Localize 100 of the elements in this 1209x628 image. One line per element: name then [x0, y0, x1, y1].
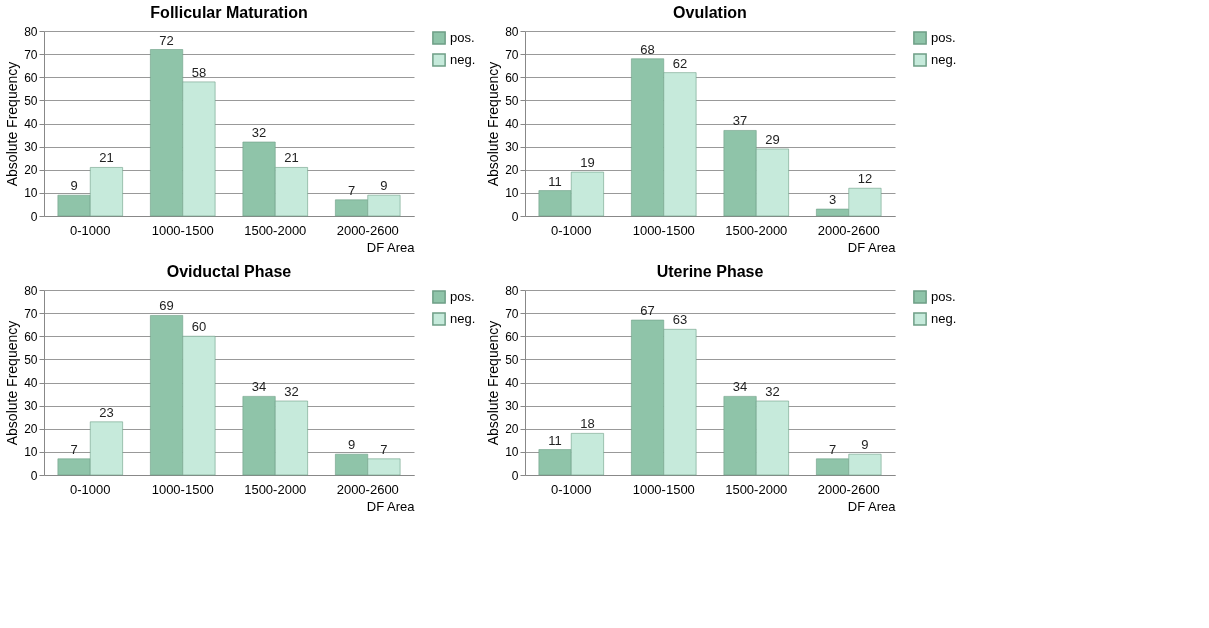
y-tick-label: 70 [505, 47, 519, 62]
y-tick-label: 60 [505, 329, 519, 344]
chart-title: Ovulation [673, 4, 747, 21]
data-label: 58 [191, 64, 207, 80]
y-axis-title: Absolute Frequency [4, 320, 21, 446]
x-tick-label: 1500-2000 [725, 222, 788, 238]
legend-label: neg. [931, 52, 957, 67]
y-tick-label: 40 [505, 117, 519, 131]
data-label: 3 [828, 192, 837, 208]
y-tick-label: 80 [505, 24, 519, 39]
y-tick-label: 80 [505, 283, 519, 298]
y-tick-label: 50 [24, 93, 38, 108]
data-label: 32 [765, 384, 780, 399]
x-tick-label: 0-1000 [70, 222, 111, 238]
data-label: 7 [347, 182, 356, 198]
data-label: 18 [580, 416, 595, 432]
data-label: 23 [99, 404, 114, 420]
legend-label: pos. [931, 30, 956, 45]
x-axis-title: DF Area [366, 498, 416, 514]
y-tick-label: 70 [24, 306, 38, 321]
y-tick-label: 30 [505, 399, 519, 414]
y-tick-label: 60 [505, 70, 519, 85]
y-tick-label: 40 [24, 376, 38, 390]
y-tick-label: 50 [505, 93, 519, 108]
y-tick-label: 60 [24, 329, 38, 344]
data-label: 34 [732, 379, 748, 395]
legend-label: pos. [450, 289, 475, 304]
x-tick-label: 2000-2600 [817, 222, 880, 238]
data-label: 11 [548, 432, 562, 448]
data-label: 63 [672, 312, 688, 328]
chart-title: Follicular Maturation [150, 4, 308, 21]
y-tick-label: 30 [24, 140, 38, 155]
data-label: 32 [251, 125, 267, 140]
chart-title: Uterine Phase [656, 263, 764, 280]
data-label: 7 [380, 441, 388, 457]
y-tick-label: 30 [505, 140, 519, 155]
data-label: 11 [548, 173, 562, 189]
data-label: 32 [284, 384, 299, 399]
x-tick-label: 1000-1500 [151, 481, 214, 497]
x-tick-label: 1500-2000 [725, 481, 788, 497]
data-label: 7 [828, 441, 837, 457]
y-axis-title: Absolute Frequency [485, 61, 502, 187]
y-tick-label: 50 [505, 352, 519, 367]
data-label: 21 [284, 150, 299, 166]
legend-label: neg. [450, 52, 476, 67]
y-tick-label: 20 [505, 422, 519, 437]
y-tick-label: 40 [505, 376, 519, 390]
x-tick-label: 2000-2600 [817, 481, 880, 497]
y-tick-label: 10 [24, 186, 38, 201]
y-tick-label: 10 [505, 186, 519, 201]
y-tick-label: 20 [24, 422, 38, 437]
x-axis-title: DF Area [847, 239, 897, 255]
y-tick-label: 0 [30, 209, 38, 224]
data-label: 9 [380, 178, 388, 194]
data-label: 67 [640, 303, 655, 319]
legend-label: neg. [450, 311, 476, 326]
data-label: 9 [861, 437, 869, 453]
y-tick-label: 70 [505, 306, 519, 321]
x-tick-label: 0-1000 [70, 481, 111, 497]
y-tick-label: 30 [24, 399, 38, 414]
data-label: 12 [857, 171, 873, 187]
x-tick-label: 1000-1500 [632, 222, 695, 238]
data-label: 60 [191, 319, 207, 335]
y-tick-label: 0 [30, 468, 38, 483]
data-label: 29 [765, 131, 780, 147]
x-tick-label: 0-1000 [551, 481, 592, 497]
data-label: 21 [99, 150, 114, 166]
data-label: 37 [732, 113, 748, 129]
data-label: 68 [640, 41, 655, 57]
y-axis-title: Absolute Frequency [485, 320, 502, 446]
data-label: 19 [580, 155, 595, 171]
data-label: 7 [70, 441, 78, 457]
x-axis-title: DF Area [847, 498, 897, 514]
x-tick-label: 1000-1500 [151, 222, 214, 238]
data-label: 9 [347, 437, 356, 453]
y-tick-label: 80 [24, 24, 38, 39]
x-tick-label: 2000-2600 [336, 222, 399, 238]
y-tick-label: 10 [24, 445, 38, 460]
x-tick-label: 1500-2000 [244, 222, 307, 238]
y-tick-label: 50 [24, 352, 38, 367]
data-label: 9 [70, 178, 78, 194]
data-label: 69 [159, 298, 174, 314]
x-axis-title: DF Area [366, 239, 416, 255]
legend-label: pos. [450, 30, 475, 45]
x-tick-label: 2000-2600 [336, 481, 399, 497]
y-tick-label: 20 [505, 163, 519, 178]
y-tick-label: 70 [24, 47, 38, 62]
x-tick-label: 1000-1500 [632, 481, 695, 497]
data-label: 34 [251, 379, 267, 395]
data-label: 72 [159, 32, 174, 48]
y-tick-label: 0 [511, 468, 519, 483]
data-label: 62 [672, 55, 688, 71]
x-tick-label: 0-1000 [551, 222, 592, 238]
y-tick-label: 60 [24, 70, 38, 85]
y-tick-label: 80 [24, 283, 38, 298]
legend-label: pos. [931, 289, 956, 304]
y-axis-title: Absolute Frequency [4, 61, 21, 187]
y-tick-label: 0 [511, 209, 519, 224]
y-tick-label: 20 [24, 163, 38, 178]
legend-label: neg. [931, 311, 957, 326]
